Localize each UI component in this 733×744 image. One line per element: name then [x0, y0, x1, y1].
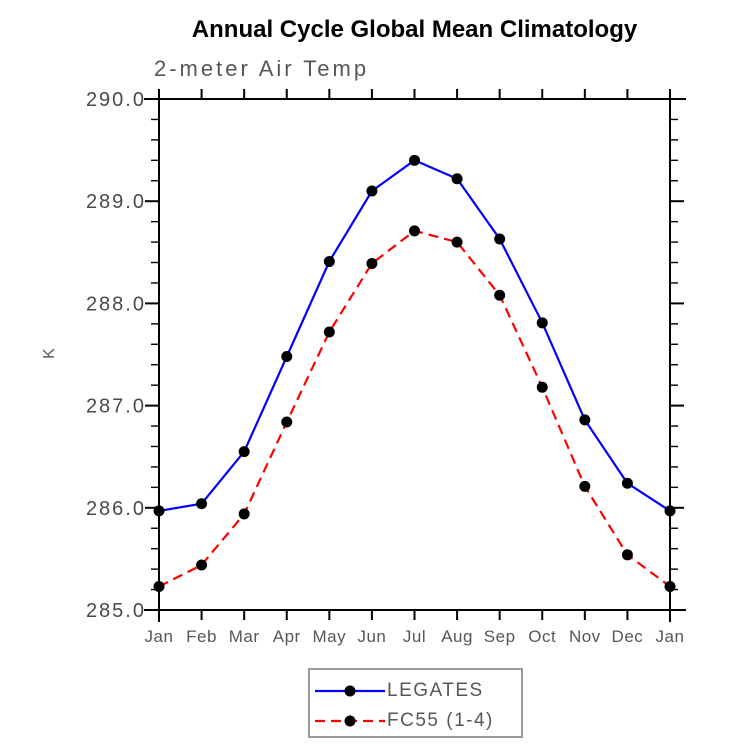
legend-box: LEGATES FC55 (1-4): [308, 668, 523, 738]
y-tick-label: 285.0: [86, 600, 146, 622]
y-axis-labels: 285.0 286.0 287.0 288.0 289.0 290.0: [86, 89, 146, 622]
data-point: [451, 173, 463, 185]
data-point: [621, 477, 633, 489]
legend-marker-dot: [344, 715, 356, 727]
y-tick-label: 287.0: [86, 396, 146, 418]
data-point: [366, 258, 378, 270]
legend-marker-dot: [344, 685, 356, 697]
data-point: [409, 154, 420, 166]
x-tick-label: Aug: [441, 627, 473, 646]
x-tick-label: Jun: [357, 627, 386, 646]
data-point: [664, 580, 676, 592]
x-tick-label: Jan: [656, 627, 685, 646]
x-tick-label: Sep: [484, 627, 516, 646]
data-point: [579, 480, 591, 492]
legend-label-fc55: FC55 (1-4): [387, 710, 494, 731]
y-tick-label: 288.0: [86, 293, 146, 315]
series-line-fc55-1-4: [158, 229, 671, 588]
legend-label-legates: LEGATES: [387, 680, 484, 701]
data-point: [409, 225, 420, 237]
data-point: [494, 233, 506, 245]
data-point: [621, 549, 633, 561]
data-point: [366, 185, 378, 197]
data-point: [536, 317, 548, 329]
data-point: [536, 381, 548, 393]
x-axis-labels: Jan Feb Mar Apr May Jun Jul Aug Sep Oct Nov Dec Jan: [145, 627, 685, 646]
chart-subtitle: 2-meter Air Temp: [154, 56, 370, 81]
x-tick-label: Mar: [229, 627, 260, 646]
data-point: [281, 351, 293, 363]
series-fc55-1-4: [153, 225, 676, 592]
legend-entry-legates: LEGATES: [313, 676, 521, 706]
series-legates: [153, 154, 676, 517]
x-tick-label: Dec: [612, 627, 644, 646]
data-point: [238, 446, 250, 458]
y-tick-label: 290.0: [86, 89, 146, 111]
x-tick-label: May: [313, 627, 347, 646]
data-point: [238, 508, 250, 520]
x-tick-label: Jan: [145, 627, 174, 646]
data-point: [281, 416, 293, 428]
chart-title: Annual Cycle Global Mean Climatology: [191, 16, 638, 43]
y-tick-label: 286.0: [86, 498, 146, 520]
data-point: [153, 580, 165, 592]
data-point: [323, 255, 335, 267]
legend-line-sample-legates: [315, 685, 385, 697]
x-tick-label: Feb: [186, 627, 217, 646]
data-point: [196, 559, 208, 571]
x-tick-label: Nov: [569, 627, 601, 646]
x-tick-label: Oct: [528, 627, 556, 646]
data-point: [323, 326, 335, 338]
data-point: [196, 498, 208, 510]
y-axis-title: K: [41, 347, 58, 359]
legend-entry-fc55: FC55 (1-4): [313, 706, 521, 736]
y-tick-label: 289.0: [86, 191, 146, 213]
y-axis-ticks: [145, 98, 684, 611]
legend-line-sample-fc55: [315, 715, 385, 727]
x-axis-ticks: [158, 89, 671, 620]
series-line-legates: [158, 159, 671, 512]
data-point: [579, 414, 591, 426]
data-point: [494, 289, 506, 301]
x-tick-label: Apr: [273, 627, 301, 646]
data-point: [664, 505, 676, 517]
x-tick-label: Jul: [403, 627, 426, 646]
axis-frame: [144, 89, 686, 622]
data-point: [451, 236, 463, 248]
data-point: [153, 505, 165, 517]
